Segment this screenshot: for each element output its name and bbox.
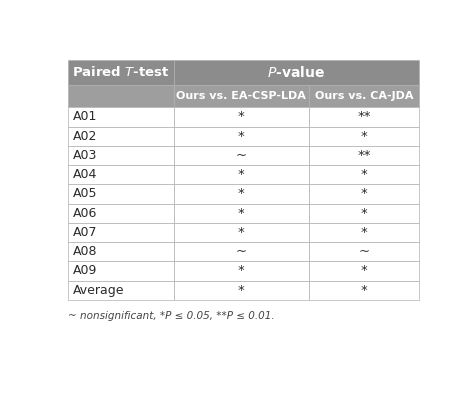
Bar <box>173 184 309 204</box>
Bar <box>173 242 309 261</box>
Text: *: * <box>238 168 245 181</box>
Bar <box>173 127 309 146</box>
Bar <box>309 261 419 281</box>
Bar <box>68 85 173 107</box>
Bar <box>68 261 173 281</box>
Text: ~: ~ <box>236 245 247 258</box>
Text: *: * <box>238 130 245 143</box>
Bar <box>309 107 419 127</box>
Text: ~: ~ <box>358 245 370 258</box>
Text: Ours vs. EA-CSP-LDA: Ours vs. EA-CSP-LDA <box>176 91 306 101</box>
Text: A02: A02 <box>73 130 97 143</box>
Text: A08: A08 <box>73 245 97 258</box>
Bar <box>68 107 173 127</box>
Text: A01: A01 <box>73 110 97 123</box>
Text: A07: A07 <box>73 226 97 239</box>
Bar <box>309 184 419 204</box>
Text: **: ** <box>357 110 371 123</box>
Bar <box>173 107 309 127</box>
Text: *: * <box>238 187 245 200</box>
Bar <box>309 223 419 242</box>
Bar <box>68 204 173 223</box>
Bar <box>173 60 419 85</box>
Bar <box>68 60 173 85</box>
Text: *: * <box>361 168 367 181</box>
Text: A06: A06 <box>73 207 97 220</box>
Text: *: * <box>238 284 245 297</box>
Text: Paired $\mathit{T}$-test: Paired $\mathit{T}$-test <box>72 66 170 79</box>
Text: Average: Average <box>73 284 124 297</box>
Text: ~: ~ <box>236 149 247 162</box>
Bar <box>68 146 173 165</box>
Bar <box>173 281 309 300</box>
Bar <box>68 165 173 184</box>
Bar <box>68 242 173 261</box>
Text: Ours vs. CA-JDA: Ours vs. CA-JDA <box>315 91 413 101</box>
Text: A04: A04 <box>73 168 97 181</box>
Bar <box>173 146 309 165</box>
Text: A09: A09 <box>73 264 97 278</box>
Text: ~ nonsignificant, *P ≤ 0.05, **P ≤ 0.01.: ~ nonsignificant, *P ≤ 0.05, **P ≤ 0.01. <box>68 310 275 320</box>
Bar <box>309 204 419 223</box>
Bar <box>173 85 309 107</box>
Text: **: ** <box>357 149 371 162</box>
Text: *: * <box>361 187 367 200</box>
Bar <box>309 146 419 165</box>
Text: A03: A03 <box>73 149 97 162</box>
Bar <box>68 127 173 146</box>
Bar <box>309 242 419 261</box>
Bar <box>68 223 173 242</box>
Bar <box>173 165 309 184</box>
Bar <box>173 261 309 281</box>
Bar <box>173 204 309 223</box>
Bar <box>173 223 309 242</box>
Bar <box>68 281 173 300</box>
Text: *: * <box>361 207 367 220</box>
Text: *: * <box>361 226 367 239</box>
Bar <box>309 281 419 300</box>
Text: *: * <box>361 284 367 297</box>
Text: *: * <box>238 207 245 220</box>
Text: *: * <box>238 226 245 239</box>
Bar <box>309 165 419 184</box>
Text: *: * <box>238 264 245 278</box>
Text: $\mathit{P}$-value: $\mathit{P}$-value <box>267 65 326 80</box>
Bar <box>309 127 419 146</box>
Bar <box>68 184 173 204</box>
Bar <box>309 85 419 107</box>
Text: *: * <box>361 130 367 143</box>
Text: *: * <box>361 264 367 278</box>
Text: A05: A05 <box>73 187 97 200</box>
Text: *: * <box>238 110 245 123</box>
